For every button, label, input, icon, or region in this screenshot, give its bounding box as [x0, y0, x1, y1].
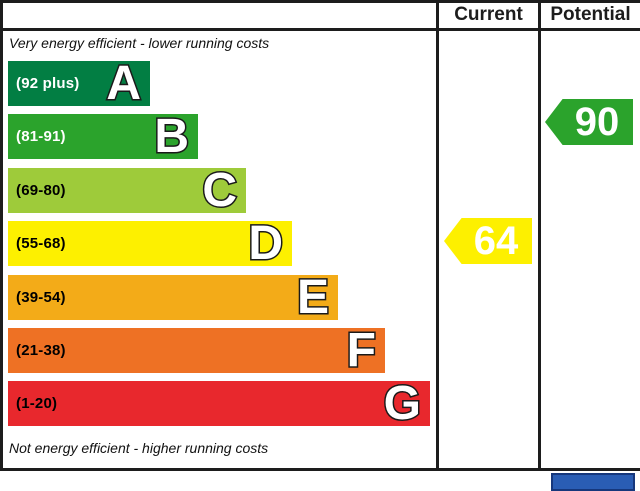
band-g: (1-20) G	[8, 377, 430, 430]
current-rating-arrow-shape: 64	[444, 218, 532, 264]
potential-column-divider	[538, 0, 541, 471]
band-f-range-label: (21-38)	[16, 342, 66, 359]
band-b: (81-91) B	[8, 110, 198, 163]
caption-not-efficient: Not energy efficient - higher running co…	[9, 440, 269, 456]
column-header-current: Current	[454, 4, 523, 25]
current-column-divider	[436, 0, 439, 471]
band-g-range-label: (1-20)	[16, 395, 58, 412]
band-c: (69-80) C	[8, 164, 246, 217]
header-separator-line	[0, 28, 640, 31]
band-c-letter: C	[201, 164, 239, 217]
band-g-letter: G	[382, 377, 422, 430]
partial-next-row	[0, 471, 640, 479]
band-c-range-label: (69-80)	[16, 182, 66, 199]
table-left-border	[0, 0, 3, 471]
table-bottom-border	[0, 468, 640, 471]
band-e-letter: E	[295, 271, 330, 324]
band-a-letter: A	[105, 57, 143, 110]
band-f: (21-38) F	[8, 324, 385, 377]
eu-flag-icon	[551, 473, 635, 491]
band-a-range-label: (92 plus)	[16, 75, 80, 92]
column-header-potential: Potential	[550, 4, 631, 25]
band-d-letter: D	[247, 217, 285, 270]
potential-rating-arrow: 90	[545, 99, 633, 145]
table-top-border	[0, 0, 640, 3]
band-a: (92 plus) A	[8, 57, 150, 110]
band-b-letter: B	[153, 110, 191, 163]
band-b-range-label: (81-91)	[16, 128, 66, 145]
current-rating-value: 64	[473, 219, 519, 263]
band-d-range-label: (55-68)	[16, 235, 66, 252]
band-f-letter: F	[345, 324, 377, 377]
potential-rating-value: 90	[574, 100, 620, 144]
current-rating-arrow: 64	[444, 218, 532, 264]
band-d: (55-68) D	[8, 217, 292, 270]
band-e: (39-54) E	[8, 271, 338, 324]
band-e-range-label: (39-54)	[16, 289, 66, 306]
potential-rating-arrow-shape: 90	[545, 99, 633, 145]
caption-very-efficient: Very energy efficient - lower running co…	[9, 35, 270, 51]
